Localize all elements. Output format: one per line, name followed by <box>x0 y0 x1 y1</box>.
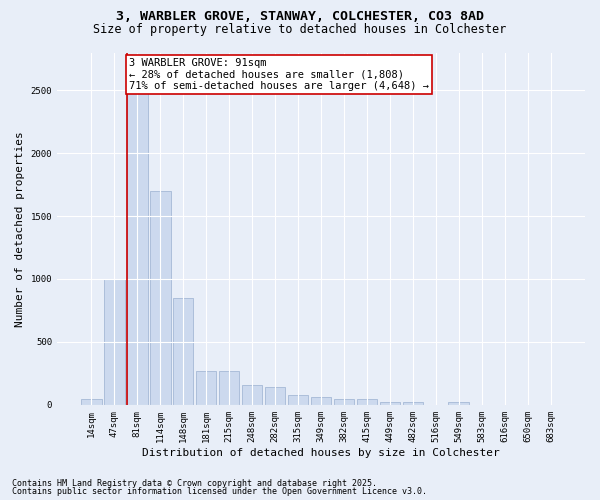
Bar <box>403 402 423 405</box>
Bar <box>311 396 331 405</box>
Y-axis label: Number of detached properties: Number of detached properties <box>15 131 25 326</box>
Bar <box>173 298 193 405</box>
Bar <box>356 399 377 405</box>
Bar <box>265 387 286 405</box>
Text: Contains HM Land Registry data © Crown copyright and database right 2025.: Contains HM Land Registry data © Crown c… <box>12 478 377 488</box>
Bar <box>127 90 148 405</box>
Bar <box>104 279 125 405</box>
Text: Size of property relative to detached houses in Colchester: Size of property relative to detached ho… <box>94 22 506 36</box>
Bar <box>196 371 217 405</box>
Bar <box>287 396 308 405</box>
Bar <box>242 384 262 405</box>
Bar <box>448 402 469 405</box>
Text: Contains public sector information licensed under the Open Government Licence v3: Contains public sector information licen… <box>12 487 427 496</box>
Text: 3, WARBLER GROVE, STANWAY, COLCHESTER, CO3 8AD: 3, WARBLER GROVE, STANWAY, COLCHESTER, C… <box>116 10 484 23</box>
Bar <box>380 402 400 405</box>
Bar <box>81 398 101 405</box>
Text: 3 WARBLER GROVE: 91sqm
← 28% of detached houses are smaller (1,808)
71% of semi-: 3 WARBLER GROVE: 91sqm ← 28% of detached… <box>129 58 429 91</box>
X-axis label: Distribution of detached houses by size in Colchester: Distribution of detached houses by size … <box>142 448 500 458</box>
Bar <box>334 398 354 405</box>
Bar <box>150 191 170 405</box>
Bar <box>219 372 239 405</box>
